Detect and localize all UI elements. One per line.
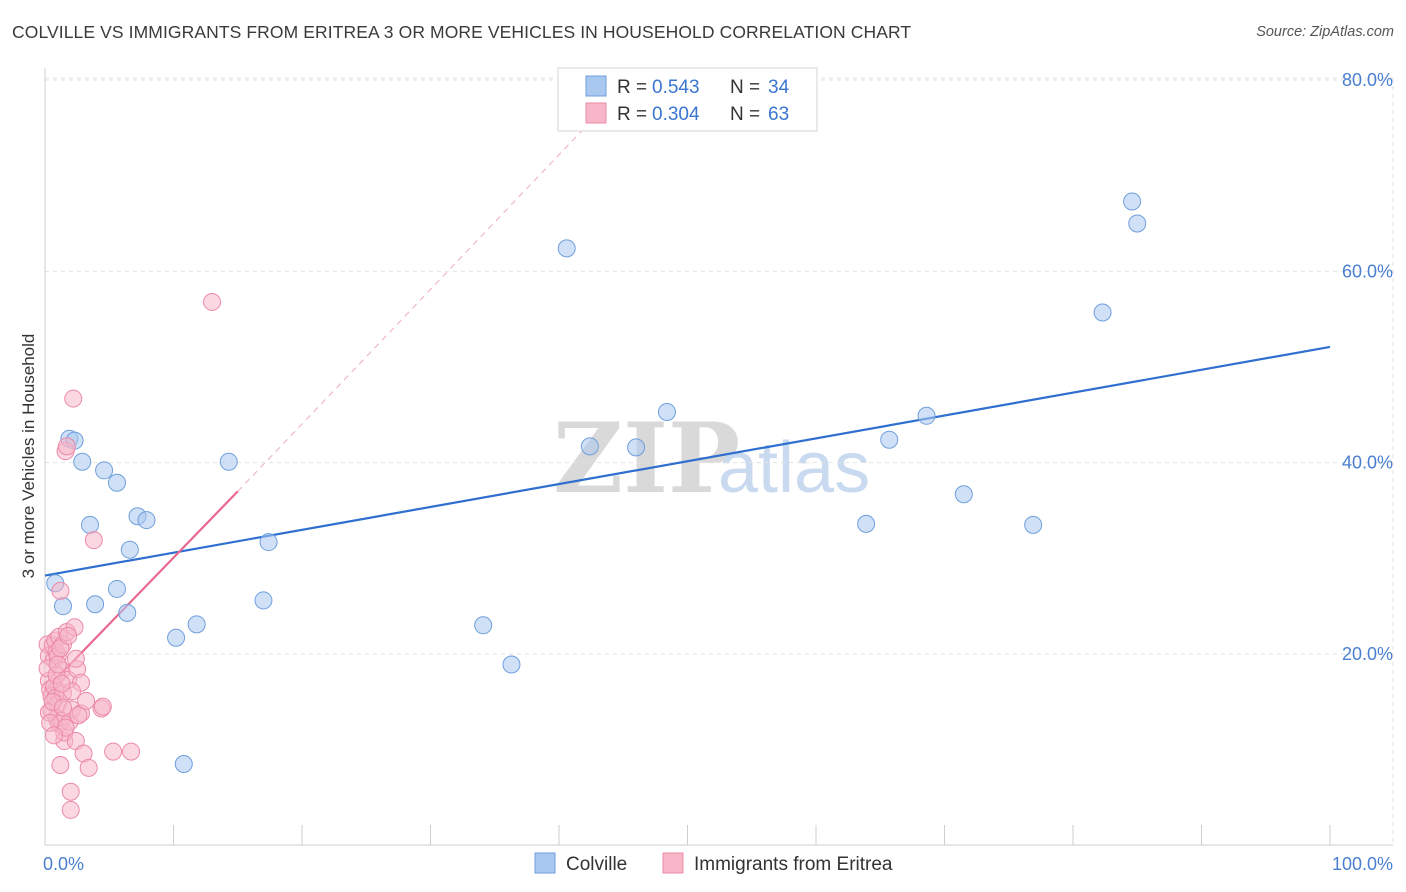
colville-point [1123, 192, 1142, 211]
colville-point [917, 406, 936, 425]
watermark-atlas: atlas [718, 428, 870, 508]
colville-point [167, 628, 186, 647]
colville-point [95, 461, 114, 480]
colville-point [254, 591, 273, 610]
eritrea-point [93, 697, 112, 716]
eritrea-point [57, 437, 76, 456]
eritrea-point [122, 742, 141, 761]
eritrea-point [61, 782, 80, 801]
eritrea-point [203, 292, 222, 311]
eritrea-point [61, 800, 80, 819]
colville-point [657, 402, 676, 421]
eritrea-point [52, 674, 71, 693]
y-tick-label: 40.0% [1342, 453, 1393, 473]
legend-r-value: 0.543 [652, 77, 700, 98]
colville-point [187, 615, 206, 634]
colville-trend-line [44, 345, 1331, 577]
colville-point [557, 239, 576, 258]
colville-point [107, 473, 126, 492]
legend-n-label: N = [730, 77, 760, 98]
colville-point [1128, 214, 1147, 233]
colville-point [174, 755, 193, 774]
colville-points [46, 192, 1147, 774]
colville-point [502, 655, 521, 674]
colville-point [107, 579, 126, 598]
colville-point [259, 533, 278, 552]
chart-title: COLVILLE VS IMMIGRANTS FROM ERITREA 3 OR… [12, 22, 912, 42]
y-axis-label: 3 or more Vehicles in Household [19, 334, 38, 579]
colville-point [80, 515, 99, 534]
colville-point [86, 595, 105, 614]
watermark-zip: ZIP [553, 402, 740, 515]
colville-point [1024, 515, 1043, 534]
colville-point [118, 603, 137, 622]
eritrea-point [77, 691, 96, 710]
legend-swatch-colville [585, 75, 607, 97]
legend-r-value: 0.304 [652, 104, 700, 125]
colville-point [137, 511, 156, 530]
colville-point [627, 438, 646, 457]
eritrea-trend-extension [237, 127, 586, 492]
colville-point [1093, 303, 1112, 322]
eritrea-points [38, 292, 222, 819]
source-credit: Source: ZipAtlas.com [1256, 24, 1394, 40]
y-tick-label: 60.0% [1342, 261, 1393, 281]
colville-point [474, 616, 493, 635]
eritrea-point [84, 531, 103, 550]
eritrea-point [48, 655, 67, 674]
series-legend: Colville Immigrants from Eritrea [534, 852, 893, 875]
legend-n-value: 63 [768, 104, 789, 125]
colville-point [857, 514, 876, 533]
eritrea-point [66, 649, 85, 668]
legend-n-value: 34 [768, 77, 790, 98]
legend-r-label: R = [617, 104, 647, 125]
x-tick-label: 100.0% [1332, 854, 1393, 874]
eritrea-point [51, 755, 70, 774]
colville-point [53, 597, 72, 616]
colville-point [580, 437, 599, 456]
series-swatch-eritrea [662, 852, 684, 874]
eritrea-point [44, 726, 63, 745]
eritrea-point [51, 581, 70, 600]
eritrea-point [53, 698, 72, 717]
x-tick-labels: 0.0% 100.0% [43, 854, 1393, 874]
watermark: ZIP atlas [553, 402, 870, 515]
colville-point [880, 430, 899, 449]
eritrea-point [64, 389, 83, 408]
colville-point [120, 540, 139, 559]
colville-point [219, 452, 238, 471]
series-label-colville: Colville [566, 854, 627, 875]
eritrea-point [79, 758, 98, 777]
series-label-eritrea: Immigrants from Eritrea [694, 854, 893, 875]
x-tick-label: 0.0% [43, 854, 84, 874]
legend-n-label: N = [730, 104, 760, 125]
y-tick-label: 20.0% [1342, 644, 1393, 664]
y-tick-labels: 20.0% 40.0% 60.0% 80.0% [1342, 70, 1393, 664]
legend-r-label: R = [617, 77, 647, 98]
correlation-legend: R = 0.543 N = 34 R = 0.304 N = 63 [557, 67, 818, 132]
eritrea-point [69, 706, 88, 725]
legend-swatch-eritrea [585, 102, 607, 124]
colville-point [954, 485, 973, 504]
series-swatch-colville [534, 852, 556, 874]
eritrea-point [104, 742, 123, 761]
y-tick-label: 80.0% [1342, 70, 1393, 90]
colville-point [73, 452, 92, 471]
eritrea-point [59, 626, 78, 645]
